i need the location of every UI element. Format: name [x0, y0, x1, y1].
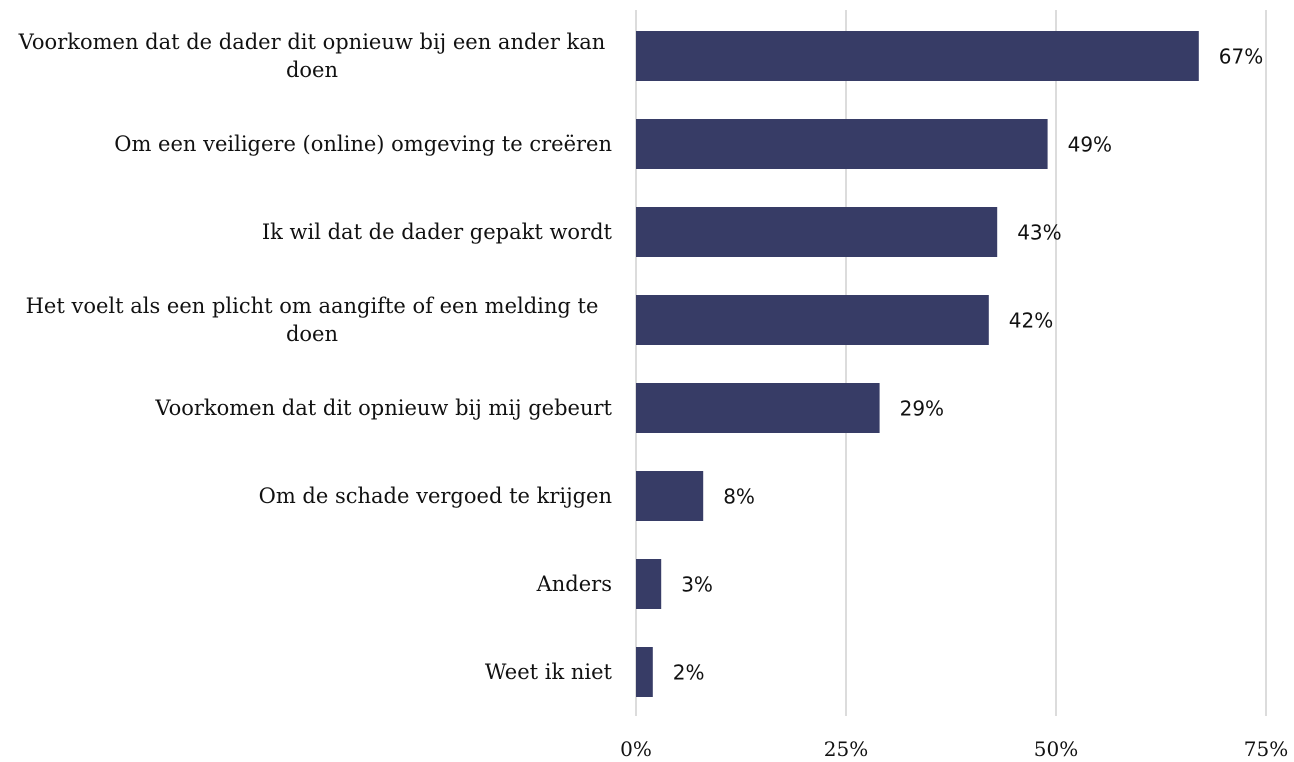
category-label-box: Anders [0, 540, 612, 628]
y-tick-label: Ik wil dat de dader gepakt wordt [261, 220, 612, 244]
y-tick-label: Anders [536, 572, 612, 596]
bar [636, 647, 653, 697]
x-tick-label: 25% [824, 737, 868, 761]
value-label: 29% [900, 397, 944, 421]
bar [636, 119, 1048, 169]
value-label: 67% [1219, 45, 1263, 69]
category-label-box: Om de schade vergoed te krijgen [0, 452, 612, 540]
value-label: 49% [1068, 133, 1112, 157]
bar [636, 207, 998, 257]
value-label: 43% [1017, 221, 1061, 245]
category-label-box: Ik wil dat de dader gepakt wordt [0, 188, 612, 276]
value-label: 2% [673, 661, 705, 685]
category-label-box: Voorkomen dat dit opnieuw bij mij gebeur… [0, 364, 612, 452]
y-tick-label: Om de schade vergoed te krijgen [258, 484, 612, 508]
category-label-box: Het voelt als een plicht om aangifte of … [0, 276, 612, 364]
y-tick-label: Om een veiligere (online) omgeving te cr… [114, 132, 612, 156]
value-label: 8% [723, 485, 755, 509]
bar [636, 559, 662, 609]
category-label-box: Weet ik niet [0, 628, 612, 716]
y-tick-label: Voorkomen dat dit opnieuw bij mij gebeur… [155, 396, 612, 420]
bar [636, 471, 704, 521]
category-label-box: Voorkomen dat de dader dit opnieuw bij e… [0, 12, 612, 100]
x-tick-label: 0% [620, 737, 652, 761]
y-tick-label: Weet ik niet [484, 660, 612, 684]
x-tick-label: 50% [1034, 737, 1078, 761]
value-label: 42% [1009, 309, 1053, 333]
bar [636, 31, 1199, 81]
x-tick-label: 75% [1244, 737, 1288, 761]
y-tick-label: Het voelt als een plicht om aangifte of … [25, 294, 599, 346]
value-label: 3% [681, 573, 713, 597]
y-tick-label: Voorkomen dat de dader dit opnieuw bij e… [18, 30, 606, 82]
category-label-box: Om een veiligere (online) omgeving te cr… [0, 100, 612, 188]
bar [636, 383, 880, 433]
bar [636, 295, 989, 345]
